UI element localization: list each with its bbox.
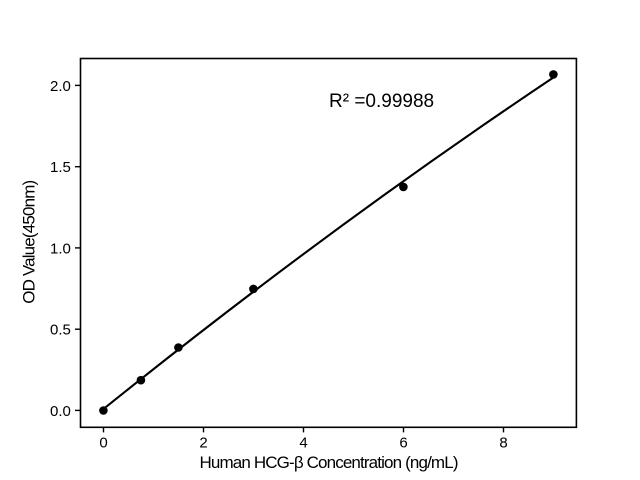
svg-text:Human HCG-β Concentration (ng/: Human HCG-β Concentration (ng/mL) <box>200 453 459 472</box>
svg-text:0: 0 <box>99 434 107 451</box>
svg-text:1.5: 1.5 <box>50 159 71 176</box>
svg-text:R² =0.99988: R² =0.99988 <box>329 91 434 112</box>
svg-text:0.0: 0.0 <box>50 403 71 420</box>
svg-text:8: 8 <box>499 434 507 451</box>
svg-text:6: 6 <box>399 434 407 451</box>
svg-text:2.0: 2.0 <box>50 78 71 95</box>
svg-text:0.5: 0.5 <box>50 322 71 339</box>
svg-text:4: 4 <box>299 434 307 451</box>
svg-text:OD Value(450nm): OD Value(450nm) <box>20 180 39 304</box>
svg-text:1.0: 1.0 <box>50 240 71 257</box>
svg-text:2: 2 <box>199 434 207 451</box>
